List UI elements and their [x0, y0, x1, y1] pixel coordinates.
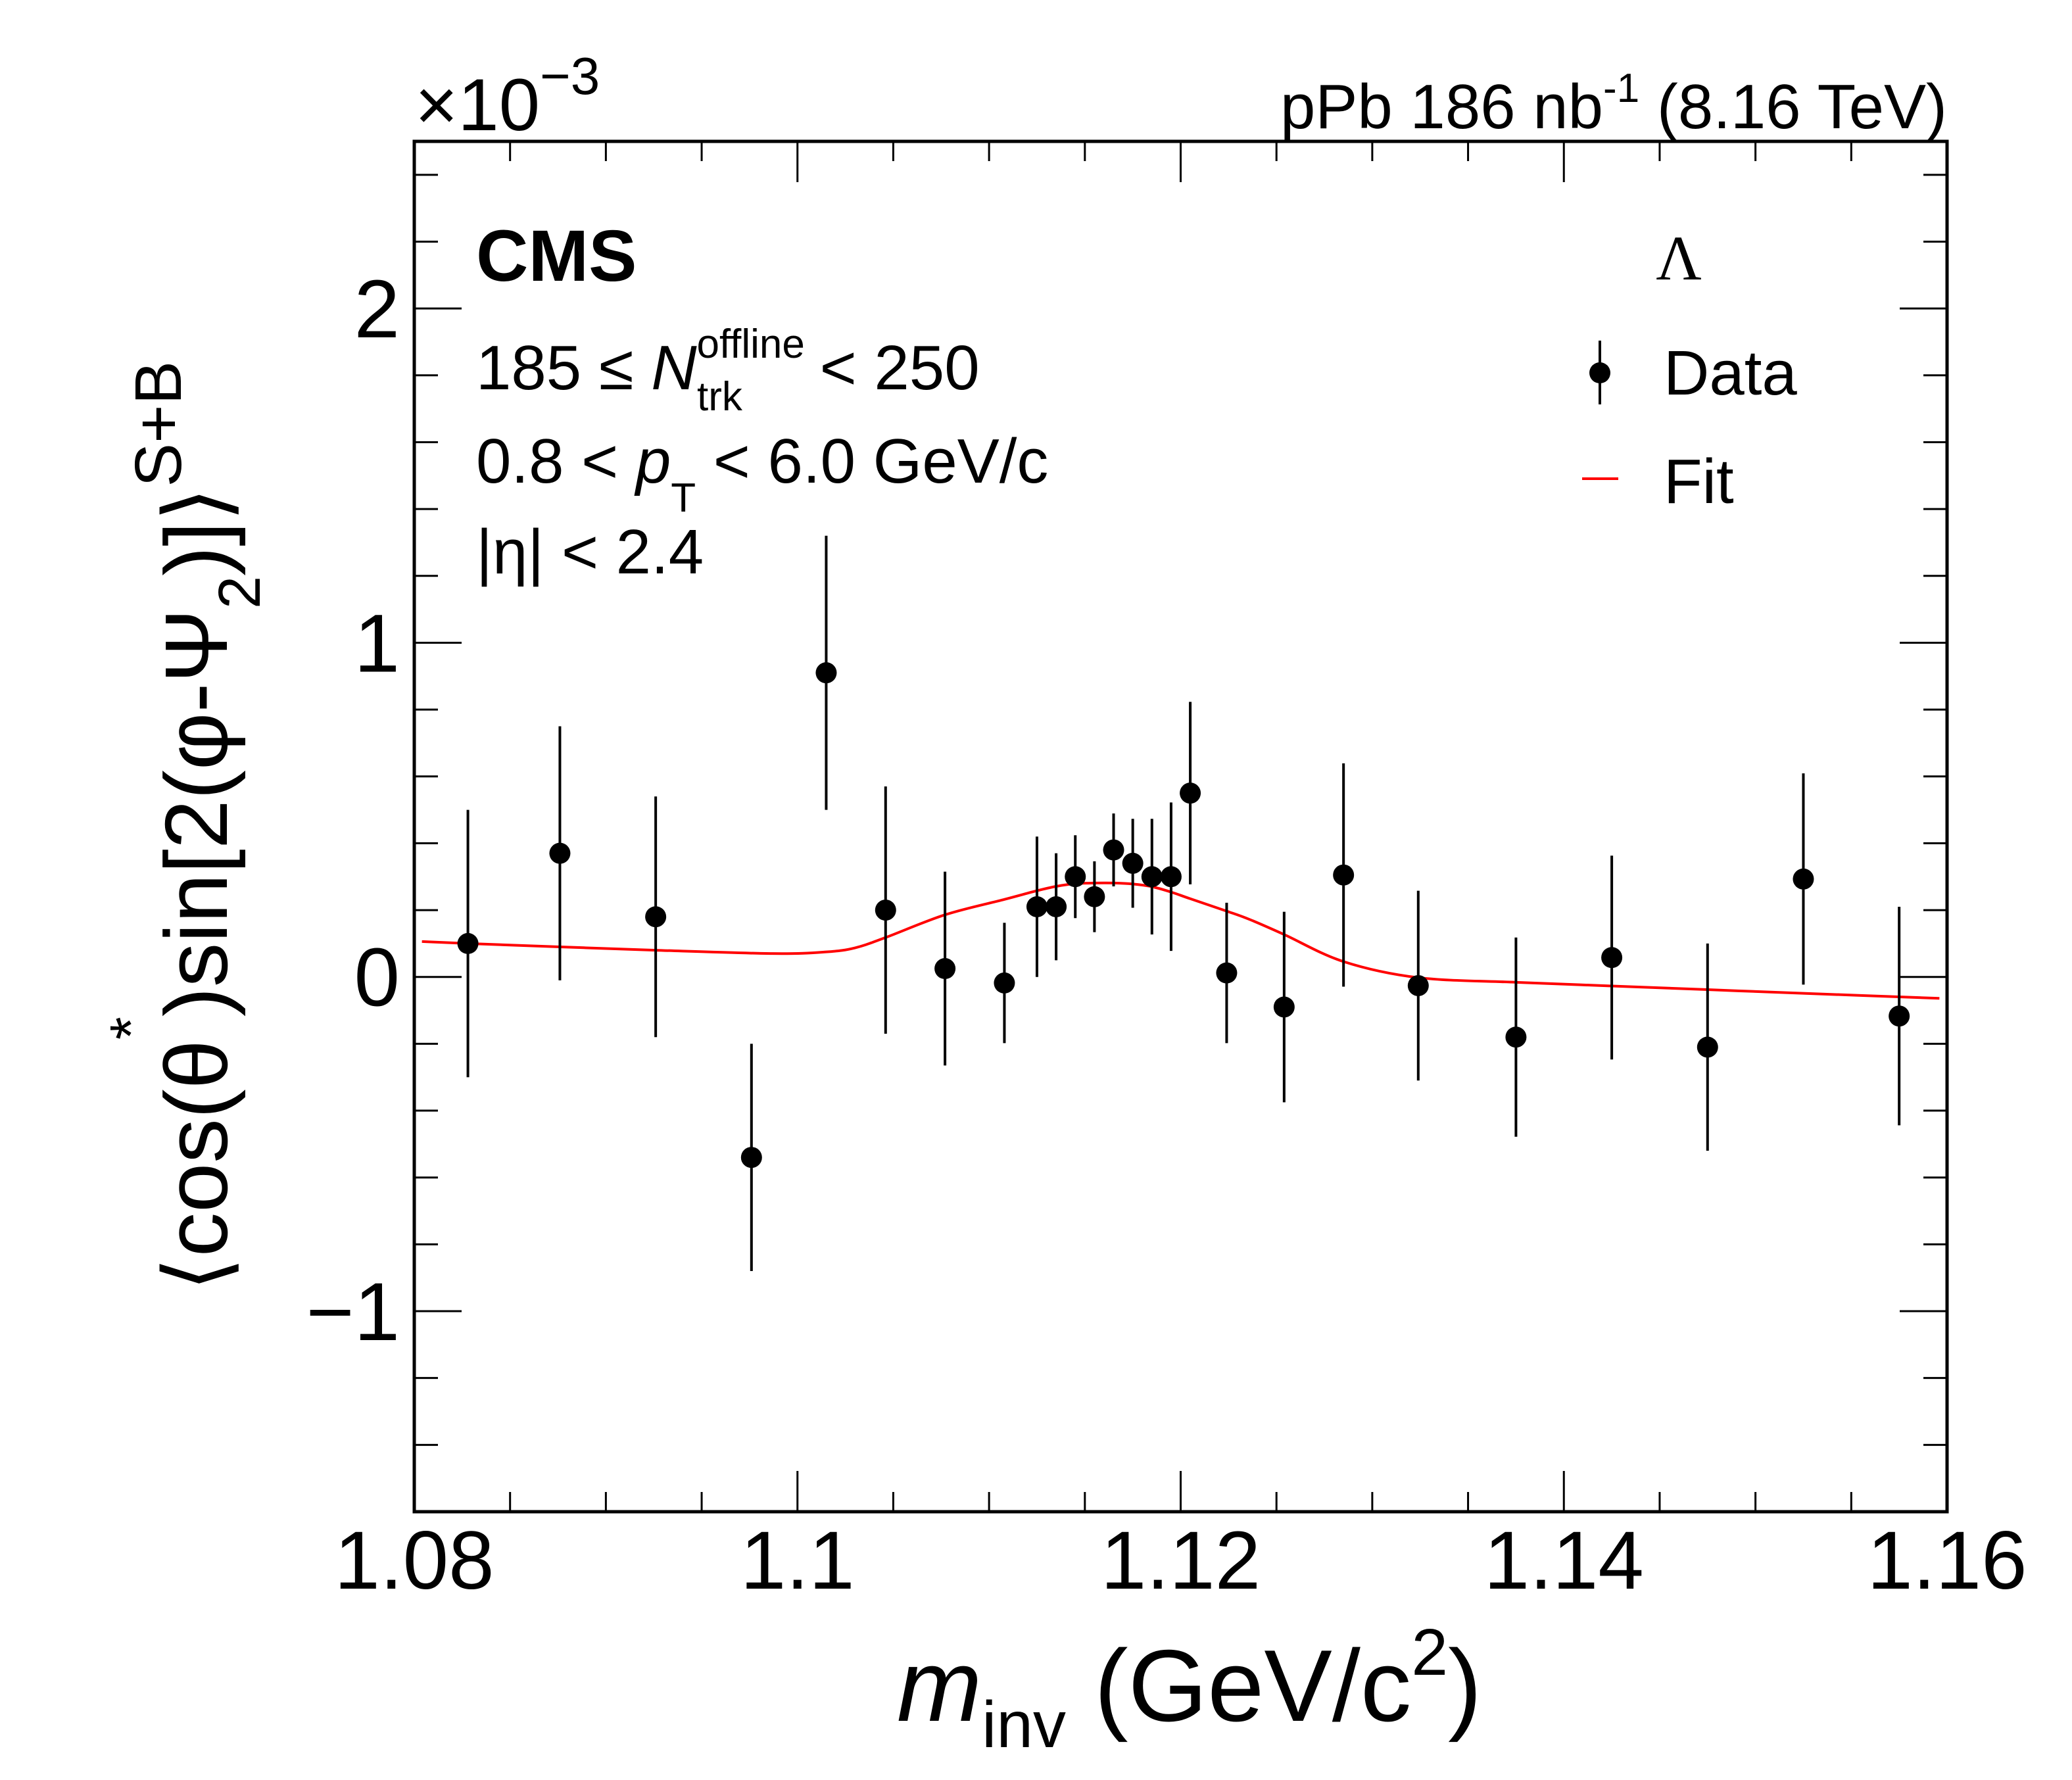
data-point	[1122, 852, 1144, 874]
lumi-label-prefix: pPb 186 nb	[1280, 72, 1603, 142]
y-axis-label: ⟨cos(θ*)sin[2(φ-Ψ2)]⟩S+B	[99, 361, 273, 1291]
x-axis-label-units: (GeV/c	[1066, 1629, 1411, 1743]
pt-symbol-p: p	[634, 426, 671, 496]
data-point	[1697, 1036, 1718, 1058]
y-axis-label-close: )]⟩	[147, 487, 246, 576]
annotation-eta: |η| < 2.4	[476, 517, 704, 587]
y-axis-label-mid: )sin[2(φ-Ψ	[147, 609, 246, 1017]
mult-subscript: trk	[697, 374, 743, 420]
x-tick-label: 1.1	[740, 1515, 855, 1606]
x-axis-label-sub: inv	[982, 1688, 1066, 1762]
legend-header: Λ	[1656, 223, 1702, 293]
x-axis-label-main: m	[897, 1629, 982, 1743]
pt-subscript: T	[671, 475, 696, 521]
data-points	[457, 535, 1910, 1272]
plot-frame	[412, 139, 1949, 1514]
x-axis-label: minv (GeV/c2)	[897, 1616, 1482, 1762]
pt-lower: 0.8 <	[476, 426, 636, 496]
x-tick-labels: 1.08 1.1 1.12 1.14 1.16	[334, 1515, 2027, 1606]
data-point	[740, 1147, 762, 1168]
data-point	[815, 662, 837, 684]
y-multiplier-exponent: −3	[540, 47, 600, 105]
data-point	[1046, 896, 1067, 917]
lumi-label-suffix: (8.16 TeV)	[1639, 72, 1947, 142]
legend-data-marker	[1589, 362, 1610, 383]
y-axis-label-sup: S+B	[122, 361, 195, 487]
y-multiplier: ×10−3	[415, 47, 600, 146]
data-point	[1103, 839, 1124, 861]
legend-data-label: Data	[1664, 338, 1797, 408]
data-point	[1065, 866, 1086, 888]
data-point	[1793, 868, 1814, 890]
data-point	[1601, 947, 1623, 969]
lumi-label-sup: -1	[1603, 66, 1639, 111]
mult-superscript: offline	[697, 322, 805, 367]
data-point	[1216, 962, 1238, 984]
data-point	[549, 842, 571, 864]
x-tick-label: 1.16	[1867, 1515, 2027, 1606]
fit-curve	[422, 881, 1940, 1000]
mult-upper: < 250	[802, 333, 980, 403]
data-point	[1160, 866, 1182, 888]
legend-fit-label: Fit	[1664, 446, 1734, 517]
y-tick-label: −1	[306, 1266, 400, 1358]
x-axis-label-units-sup: 2	[1411, 1616, 1448, 1689]
data-point	[1026, 896, 1048, 917]
experiment-label: CMS	[476, 216, 637, 297]
y-axis-label-sub: 2	[207, 576, 273, 609]
y-tick-label: 1	[354, 598, 400, 689]
data-point	[1084, 886, 1105, 907]
y-tick-label: 2	[354, 264, 400, 355]
annotation-pt: 0.8 < pT < 6.0 GeV/c	[476, 426, 1048, 521]
data-point	[1333, 864, 1355, 886]
data-point	[457, 932, 479, 954]
x-tick-label: 1.12	[1101, 1515, 1261, 1606]
data-point	[1889, 1005, 1910, 1027]
legend: Λ Data Fit	[1582, 223, 1797, 517]
data-point	[645, 906, 667, 928]
mult-symbol-N: N	[651, 333, 697, 403]
x-tick-label: 1.14	[1484, 1515, 1644, 1606]
pt-upper: < 6.0 GeV/c	[696, 426, 1048, 496]
y-axis-label-open: ⟨cos(θ	[147, 1040, 246, 1291]
data-point	[875, 900, 896, 921]
x-tick-label: 1.08	[334, 1515, 494, 1606]
data-point	[1180, 782, 1201, 804]
x-axis-label-close: )	[1448, 1629, 1482, 1743]
data-point	[1273, 996, 1295, 1018]
y-tick-labels: −1 0 1 2	[306, 264, 400, 1358]
data-point	[1407, 974, 1429, 996]
annotation-multiplicity: 185 ≤ Noffline trk < 250	[476, 322, 980, 420]
lumi-label: pPb 186 nb-1 (8.16 TeV)	[1280, 66, 1947, 142]
y-axis-label-star: *	[99, 1017, 164, 1040]
data-point	[994, 972, 1015, 994]
y-multiplier-base: ×10	[415, 64, 540, 146]
data-point	[1141, 866, 1163, 888]
data-point	[934, 958, 956, 980]
data-point	[1505, 1026, 1527, 1048]
mult-lower: 185 ≤	[476, 333, 651, 403]
y-tick-label: 0	[354, 932, 400, 1024]
